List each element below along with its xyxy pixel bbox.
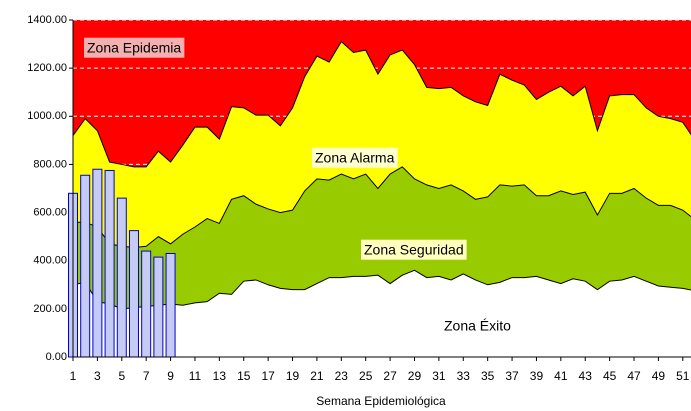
x-tick-label: 7 bbox=[143, 369, 150, 383]
bar bbox=[116, 197, 127, 358]
zone-line bbox=[72, 40, 691, 168]
bar bbox=[128, 230, 139, 358]
x-tick-label: 37 bbox=[505, 369, 519, 383]
x-tick-label: 49 bbox=[652, 369, 666, 383]
y-tick-label: 0.00 bbox=[46, 351, 67, 363]
bar bbox=[165, 252, 176, 358]
x-tick-label: 39 bbox=[530, 369, 544, 383]
x-tick-label: 11 bbox=[189, 369, 202, 383]
bar bbox=[92, 168, 103, 358]
zone-label: Zona Epidemia bbox=[87, 40, 181, 56]
y-tick-label: 1200.00 bbox=[27, 62, 67, 74]
x-tick-label: 19 bbox=[286, 369, 300, 383]
bar bbox=[104, 169, 115, 358]
x-tick-label: 29 bbox=[408, 369, 422, 383]
x-tick-label: 41 bbox=[554, 369, 568, 383]
bar bbox=[141, 250, 152, 358]
x-tick-label: 23 bbox=[335, 369, 349, 383]
x-tick-label: 1 bbox=[70, 369, 77, 383]
x-tick-label: 45 bbox=[603, 369, 617, 383]
zone-label-box bbox=[84, 37, 185, 58]
x-tick-label: 33 bbox=[457, 369, 471, 383]
zone-line bbox=[73, 166, 691, 248]
x-tick-label: 25 bbox=[359, 369, 373, 383]
x-tick-label: 51 bbox=[676, 369, 690, 383]
x-tick-label: 43 bbox=[579, 369, 593, 383]
x-tick-label: 5 bbox=[118, 369, 125, 383]
x-tick-label: 13 bbox=[213, 369, 227, 383]
zone-line bbox=[72, 269, 691, 310]
zone-label: Zona Éxito bbox=[444, 318, 511, 334]
y-tick-label: 400.00 bbox=[33, 255, 67, 267]
x-tick-label: 47 bbox=[627, 369, 641, 383]
x-tick-label: 9 bbox=[167, 369, 174, 383]
bar bbox=[80, 174, 91, 358]
x-tick-label: 21 bbox=[310, 369, 324, 383]
x-tick-label: 3 bbox=[94, 369, 101, 383]
y-tick-label: 1000.00 bbox=[27, 110, 67, 122]
y-tick-label: 1400.00 bbox=[27, 14, 67, 26]
x-tick-label: 27 bbox=[383, 369, 397, 383]
zone-label-box bbox=[312, 147, 398, 168]
zone-label: Zona Alarma bbox=[315, 150, 395, 166]
x-tick-label: 17 bbox=[261, 369, 275, 383]
y-tick-label: 600.00 bbox=[33, 206, 67, 218]
x-tick-label: 35 bbox=[481, 369, 495, 383]
bar bbox=[153, 256, 164, 358]
zone-label: Zona Seguridad bbox=[364, 242, 464, 258]
area-fill bbox=[73, 270, 691, 357]
x-tick-label: 15 bbox=[237, 369, 251, 383]
x-tick-label: 31 bbox=[432, 369, 446, 383]
y-tick-label: 800.00 bbox=[33, 158, 67, 170]
zone-label-box bbox=[361, 239, 467, 260]
y-tick-label: 200.00 bbox=[33, 303, 67, 315]
x-axis-title: Semana Epidemiológica bbox=[316, 394, 446, 408]
